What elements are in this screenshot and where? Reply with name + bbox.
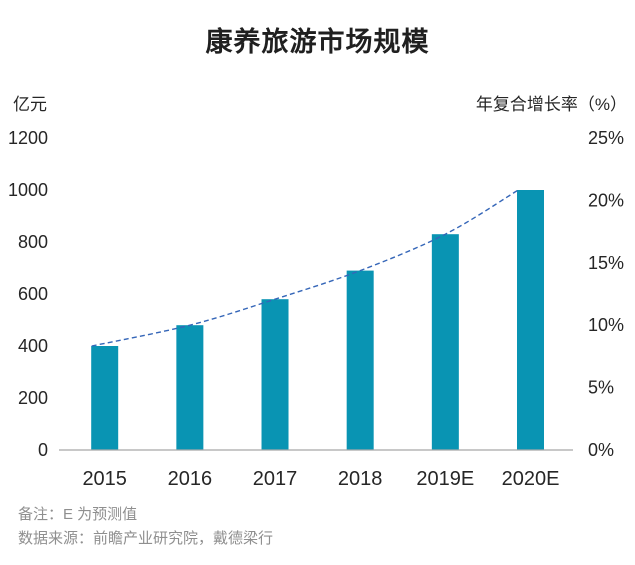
y-axis-tick-label: 1200	[8, 128, 48, 148]
pct-axis-tick-label: 5%	[588, 378, 614, 398]
bar-2017	[261, 299, 289, 450]
bar-2018	[346, 270, 374, 450]
x-axis-label: 2015	[82, 468, 127, 490]
bar-2016	[176, 325, 204, 450]
y-axis-tick-label: 400	[18, 336, 48, 356]
pct-axis-tick-label: 0%	[588, 440, 614, 460]
bar-2019e	[431, 234, 459, 450]
pct-axis-tick-label: 15%	[588, 253, 624, 273]
x-axis-label: 2016	[168, 468, 213, 490]
y-axis-tick-label: 600	[18, 284, 48, 304]
left-axis-unit-label: 亿元	[13, 95, 47, 114]
chart-title: 康养旅游市场规模	[205, 27, 430, 57]
x-axis-label: 2017	[253, 468, 298, 490]
y-axis-tick-label: 0	[38, 440, 48, 460]
chart-note: 备注：E 为预测值	[18, 506, 138, 523]
chart-source: 数据来源：前瞻产业研究院，戴德梁行	[18, 530, 274, 547]
x-axis-label: 2019E	[416, 468, 474, 490]
bar-2020e	[517, 190, 544, 450]
bar-2015	[91, 346, 119, 450]
pct-axis-tick-label: 10%	[588, 315, 624, 335]
y-axis-tick-label: 1000	[8, 180, 48, 200]
trend-dashed-line	[91, 189, 518, 347]
y-axis-tick-label: 200	[18, 388, 48, 408]
x-axis-label: 2018	[338, 468, 383, 490]
pct-axis-tick-label: 20%	[588, 190, 624, 210]
y-axis-tick-label: 800	[18, 232, 48, 252]
chart-footer: 备注：E 为预测值 数据来源：前瞻产业研究院，戴德梁行	[18, 503, 273, 551]
x-axis-label: 2020E	[502, 468, 560, 490]
right-axis-unit-label: 年复合增长率（%）	[475, 95, 627, 114]
pct-axis-tick-label: 25%	[588, 128, 624, 148]
